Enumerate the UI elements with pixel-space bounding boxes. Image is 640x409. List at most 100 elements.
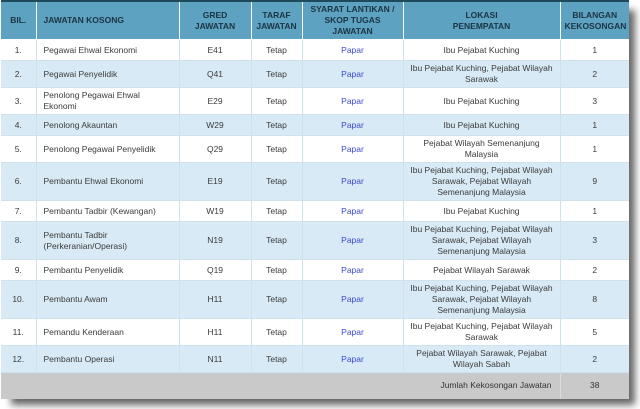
- cell-bil: 5.: [1, 135, 36, 163]
- cell-jawatan: Penolong Akauntan: [35, 114, 179, 136]
- col-header-bilangan-kekosongan: BILANGAN KEKOSONGAN: [559, 1, 629, 40]
- col-header-syarat-lantikan: SYARAT LANTIKAN / SKOP TUGAS JAWATAN: [301, 1, 403, 40]
- cell-lokasi: Pejabat Wilayah Sarawak: [402, 259, 560, 281]
- col-header-gred-jawatan: GRED JAWATAN: [178, 1, 251, 40]
- cell-syarat: Papar: [301, 345, 403, 373]
- cell-taraf: Tetap: [250, 60, 302, 88]
- cell-taraf: Tetap: [250, 318, 302, 346]
- cell-lokasi: Ibu Pejabat Kuching: [402, 114, 560, 136]
- cell-bil: 1.: [1, 39, 36, 61]
- cell-jawatan: Penolong Pegawai Ehwal Ekonomi: [35, 87, 179, 115]
- papar-link[interactable]: Papar: [341, 143, 364, 154]
- cell-syarat: Papar: [301, 87, 403, 115]
- cell-syarat: Papar: [301, 200, 403, 222]
- cell-gred: Q29: [178, 135, 251, 163]
- cell-taraf: Tetap: [250, 114, 302, 136]
- cell-bilangan: 1: [559, 135, 629, 163]
- cell-taraf: Tetap: [250, 39, 302, 61]
- col-header-taraf-jawatan: TARAF JAWATAN: [250, 1, 302, 40]
- cell-lokasi: Ibu Pejabat Kuching: [402, 200, 560, 222]
- cell-jawatan: Pembantu Penyelidik: [35, 259, 179, 281]
- papar-link[interactable]: Papar: [341, 294, 364, 304]
- cell-syarat: Papar: [301, 221, 403, 260]
- cell-taraf: Tetap: [250, 200, 302, 222]
- cell-bil: 10.: [1, 280, 36, 319]
- cell-jawatan: Pembantu Tadbir (Kewangan): [35, 200, 179, 222]
- cell-bilangan: 9: [559, 162, 629, 201]
- cell-bilangan: 2: [559, 345, 629, 373]
- cell-gred: W29: [178, 114, 251, 136]
- cell-taraf: Tetap: [250, 221, 302, 260]
- cell-bil: 3.: [1, 87, 36, 115]
- vacancy-table: BIL. JAWATAN KOSONG GRED JAWATAN TARAF J…: [1, 0, 629, 399]
- cell-bil: 9.: [1, 259, 36, 281]
- table-header: BIL. JAWATAN KOSONG GRED JAWATAN TARAF J…: [1, 1, 629, 40]
- cell-bil: 6.: [1, 162, 36, 201]
- cell-syarat: Papar: [301, 135, 403, 163]
- cell-syarat: Papar: [301, 259, 403, 281]
- table-row: 4. Penolong Akauntan W29 Tetap Papar Ibu…: [1, 114, 629, 136]
- papar-link[interactable]: Papar: [341, 264, 364, 275]
- cell-lokasi: Ibu Pejabat Kuching, Pejabat Wilayah Sar…: [402, 221, 560, 260]
- cell-lokasi: Ibu Pejabat Kuching: [402, 87, 560, 115]
- cell-gred: E19: [178, 162, 251, 201]
- cell-taraf: Tetap: [250, 87, 302, 115]
- cell-gred: Q19: [178, 259, 251, 281]
- papar-link[interactable]: Papar: [341, 68, 364, 79]
- col-header-jawatan-kosong: JAWATAN KOSONG: [35, 1, 179, 40]
- total-label: Jumlah Kekosongan Jawatan: [1, 372, 560, 399]
- cell-gred: E41: [178, 39, 251, 61]
- cell-lokasi: Ibu Pejabat Kuching, Pejabat Wilayah Sar…: [402, 162, 560, 201]
- cell-jawatan: Pegawai Penyelidik: [35, 60, 179, 88]
- papar-link[interactable]: Papar: [341, 95, 364, 106]
- total-value: 38: [559, 372, 629, 399]
- cell-bilangan: 1: [559, 114, 629, 136]
- cell-bil: 11.: [1, 318, 36, 346]
- cell-gred: H11: [178, 280, 251, 319]
- cell-bilangan: 3: [559, 87, 629, 115]
- cell-taraf: Tetap: [250, 345, 302, 373]
- cell-jawatan: Pembantu Awam: [35, 280, 179, 319]
- papar-link[interactable]: Papar: [341, 353, 364, 364]
- table-row: 5. Penolong Pegawai Penyelidik Q29 Tetap…: [1, 135, 629, 163]
- cell-bilangan: 3: [559, 221, 629, 260]
- cell-bilangan: 8: [559, 280, 629, 319]
- cell-jawatan: Pembantu Ehwal Ekonomi: [35, 162, 179, 201]
- col-header-bil: BIL.: [1, 1, 36, 40]
- papar-link[interactable]: Papar: [341, 205, 364, 216]
- papar-link[interactable]: Papar: [341, 119, 364, 130]
- cell-bil: 7.: [1, 200, 36, 222]
- table-row: 1. Pegawai Ehwal Ekonomi E41 Tetap Papar…: [1, 39, 629, 61]
- cell-lokasi: Ibu Pejabat Kuching, Pejabat Wilayah Sar…: [402, 280, 560, 319]
- cell-jawatan: Pembantu Operasi: [35, 345, 179, 373]
- cell-syarat: Papar: [301, 114, 403, 136]
- cell-syarat: Papar: [301, 60, 403, 88]
- cell-gred: N19: [178, 221, 251, 260]
- table-row: 2. Pegawai Penyelidik Q41 Tetap Papar Ib…: [1, 60, 629, 88]
- cell-taraf: Tetap: [250, 259, 302, 281]
- cell-lokasi: Pejabat Wilayah Sarawak, Pejabat Wilayah…: [402, 345, 560, 373]
- cell-bilangan: 2: [559, 60, 629, 88]
- table-row: 6. Pembantu Ehwal Ekonomi E19 Tetap Papa…: [1, 162, 629, 201]
- table-row: 3. Penolong Pegawai Ehwal Ekonomi E29 Te…: [1, 87, 629, 115]
- cell-bil: 2.: [1, 60, 36, 88]
- papar-link[interactable]: Papar: [341, 176, 364, 186]
- table-footer: Jumlah Kekosongan Jawatan 38: [1, 372, 629, 399]
- total-row: Jumlah Kekosongan Jawatan 38: [1, 372, 629, 399]
- cell-bilangan: 5: [559, 318, 629, 346]
- table-row: 9. Pembantu Penyelidik Q19 Tetap Papar P…: [1, 259, 629, 281]
- cell-lokasi: Pejabat Wilayah Semenanjung Malaysia: [402, 135, 560, 163]
- cell-taraf: Tetap: [250, 135, 302, 163]
- papar-link[interactable]: Papar: [341, 44, 364, 55]
- table-row: 7. Pembantu Tadbir (Kewangan) W19 Tetap …: [1, 200, 629, 222]
- cell-syarat: Papar: [301, 318, 403, 346]
- cell-taraf: Tetap: [250, 162, 302, 201]
- cell-lokasi: Ibu Pejabat Kuching, Pejabat Wilayah Sar…: [402, 318, 560, 346]
- papar-link[interactable]: Papar: [341, 235, 364, 245]
- cell-syarat: Papar: [301, 162, 403, 201]
- table-row: 10. Pembantu Awam H11 Tetap Papar Ibu Pe…: [1, 280, 629, 319]
- papar-link[interactable]: Papar: [341, 326, 364, 337]
- table-row: 12. Pembantu Operasi N11 Tetap Papar Pej…: [1, 345, 629, 373]
- table-body: 1. Pegawai Ehwal Ekonomi E41 Tetap Papar…: [1, 39, 629, 373]
